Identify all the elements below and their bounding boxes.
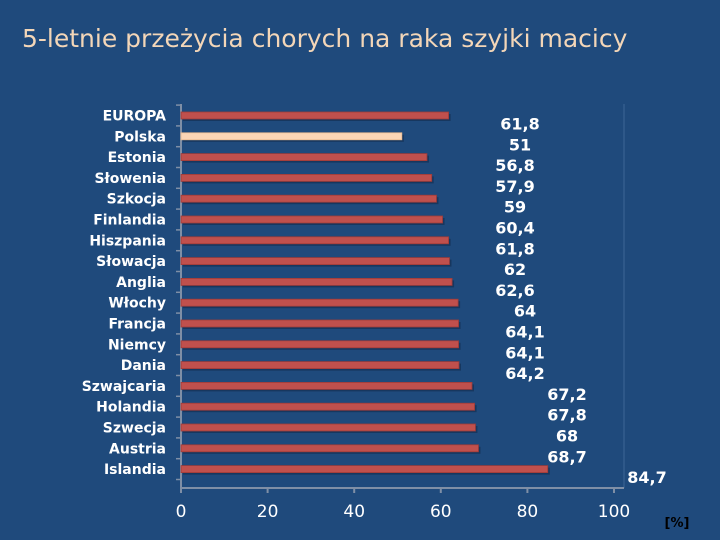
category-label: Dania [121,358,166,374]
value-label: 64 [514,302,536,321]
x-tick-label: 100 [598,502,630,522]
category-label: Słowacja [96,254,166,270]
category-label: Islandia [104,462,166,478]
bar [180,298,459,307]
bar [180,465,549,474]
x-tick-label: 60 [430,502,452,522]
value-label: 68 [556,427,578,446]
x-axis-unit-label: [%] [665,516,690,531]
x-tick-label: 40 [343,502,365,522]
bar [180,444,479,453]
bar [180,381,473,390]
value-label: 57,9 [495,177,534,196]
value-label: 67,8 [547,406,586,425]
value-label: 67,2 [547,385,586,404]
bar [180,153,428,162]
plot-area: 0 20 40 60 80 100 EUROPA 61,8 Polska 51 Estonia 56,… [82,104,667,522]
value-label: 62 [504,260,526,279]
category-label: Anglia [116,275,166,291]
bar [180,194,437,203]
value-label: 51 [509,135,531,154]
value-label: 59 [504,198,526,217]
category-label: Francja [108,317,166,333]
category-label: Szkocja [107,192,166,208]
value-label: 61,8 [495,239,534,258]
bar [180,361,460,370]
value-label: 84,7 [627,468,666,487]
category-label: Szwecja [103,421,166,437]
x-tick-label: 20 [257,502,279,522]
category-label: Polska [114,129,166,145]
category-label: Holandia [96,400,166,416]
bar [180,423,476,432]
x-tick-label: 0 [176,502,187,522]
bar [180,173,433,182]
bar [180,319,459,328]
category-label: Hiszpania [89,233,166,249]
category-label: Słowenia [94,171,166,187]
bar [180,257,450,266]
bar [180,236,449,245]
category-label: Estonia [108,150,166,166]
value-label: 64,1 [505,343,544,362]
value-label: 56,8 [495,156,534,175]
value-label: 64,2 [505,364,544,383]
bar [180,277,453,286]
category-label: Niemcy [108,337,166,353]
x-tick-label: 80 [517,502,539,522]
bar [180,215,443,224]
value-label: 61,8 [500,115,539,134]
category-label: Finlandia [93,213,166,229]
value-label: 62,6 [495,281,534,300]
category-label: Włochy [108,296,166,312]
category-label: EUROPA [103,109,167,125]
bar [180,340,459,349]
bar [180,402,475,411]
value-label: 64,1 [505,323,544,342]
category-label: Austria [109,441,166,457]
value-label: 68,7 [547,447,586,466]
category-label: Szwajcaria [82,379,166,395]
bar [180,111,449,120]
slide-title: 5-letnie przeżycia chorych na raka szyjk… [22,24,628,53]
value-label: 60,4 [495,219,534,238]
bar-polska-highlight [180,132,403,141]
